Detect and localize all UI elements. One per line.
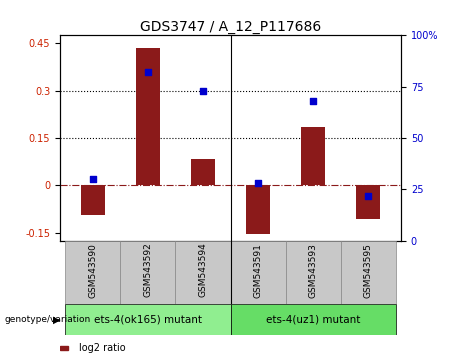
Point [144, 69, 152, 75]
Text: ets-4(ok165) mutant: ets-4(ok165) mutant [94, 314, 202, 325]
FancyBboxPatch shape [120, 241, 176, 304]
Bar [60, 346, 69, 350]
FancyBboxPatch shape [65, 304, 230, 335]
FancyBboxPatch shape [230, 304, 396, 335]
Bar [136, 48, 160, 185]
Bar [301, 127, 325, 185]
FancyBboxPatch shape [176, 241, 230, 304]
Text: genotype/variation: genotype/variation [5, 315, 91, 324]
Text: log2 ratio: log2 ratio [79, 343, 125, 353]
Bar [246, 185, 271, 234]
Point [199, 88, 207, 94]
Title: GDS3747 / A_12_P117686: GDS3747 / A_12_P117686 [140, 21, 321, 34]
FancyBboxPatch shape [341, 241, 396, 304]
FancyBboxPatch shape [65, 241, 120, 304]
Text: GSM543591: GSM543591 [254, 242, 262, 297]
Text: GSM543594: GSM543594 [199, 242, 207, 297]
Text: GSM543595: GSM543595 [364, 242, 372, 297]
FancyBboxPatch shape [285, 241, 341, 304]
Text: GSM543592: GSM543592 [143, 242, 153, 297]
Text: GSM543593: GSM543593 [308, 242, 318, 297]
Point [309, 98, 317, 104]
Text: ▶: ▶ [53, 314, 60, 325]
FancyBboxPatch shape [230, 241, 285, 304]
Text: GSM543590: GSM543590 [89, 242, 97, 297]
Text: ets-4(uz1) mutant: ets-4(uz1) mutant [266, 314, 360, 325]
Bar [81, 185, 105, 216]
Bar [356, 185, 380, 219]
Point [254, 181, 262, 186]
Point [89, 176, 97, 182]
Point [364, 193, 372, 198]
Bar [190, 159, 215, 185]
